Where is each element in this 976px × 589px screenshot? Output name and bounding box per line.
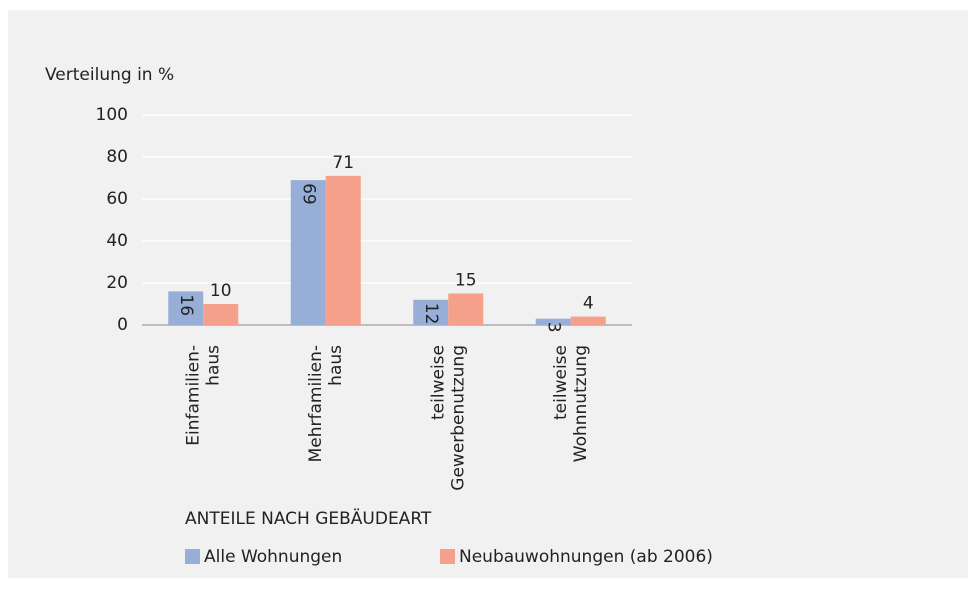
y-tick-label: 100 [96,105,128,125]
y-tick-label: 20 [106,273,128,293]
x-tick-label-line: teilweise [428,345,448,420]
panel [8,10,968,578]
x-tick-label: Einfamilien-haus [183,345,223,446]
bar [203,304,239,325]
value-label: 3 [543,322,563,333]
x-axis-title: ANTEILE NACH GEBÄUDEART [185,508,432,529]
value-label: 69 [298,183,318,205]
value-label: 10 [210,281,232,301]
y-tick-label: 40 [106,231,128,251]
bar [413,299,449,325]
x-tick-label-line: haus [326,345,346,386]
legend-label: Alle Wohnungen [204,547,342,567]
y-tick-label: 80 [106,147,128,167]
x-tick-label-line: Gewerbenutzung [448,345,468,491]
x-tick-label-line: Mehrfamilien- [306,345,326,462]
bar [325,175,361,325]
bar [570,316,606,325]
bar [290,180,326,325]
y-axis-title: Verteilung in % [45,65,174,85]
x-tick-label-line: teilweise [551,345,571,420]
bar [448,293,484,325]
x-tick-label-line: haus [203,345,223,386]
legend-swatch [185,549,200,564]
bar [535,318,571,325]
bar [168,291,204,325]
x-tick-label: teilweiseWohnnutzung [551,345,591,462]
value-label: 16 [176,294,196,316]
y-tick-label: 0 [117,315,128,335]
legend-swatch [440,549,455,564]
value-label: 15 [455,271,477,291]
value-label: 4 [583,294,594,314]
value-label: 71 [332,153,354,173]
value-label: 12 [421,303,441,325]
x-tick-label-line: Wohnnutzung [571,345,591,462]
x-tick-label: teilweiseGewerbenutzung [428,345,468,491]
legend-label: Neubauwohnungen (ab 2006) [459,547,713,567]
x-tick-label-line: Einfamilien- [183,345,203,446]
y-tick-label: 60 [106,189,128,209]
x-tick-label: Mehrfamilien-haus [306,345,346,463]
